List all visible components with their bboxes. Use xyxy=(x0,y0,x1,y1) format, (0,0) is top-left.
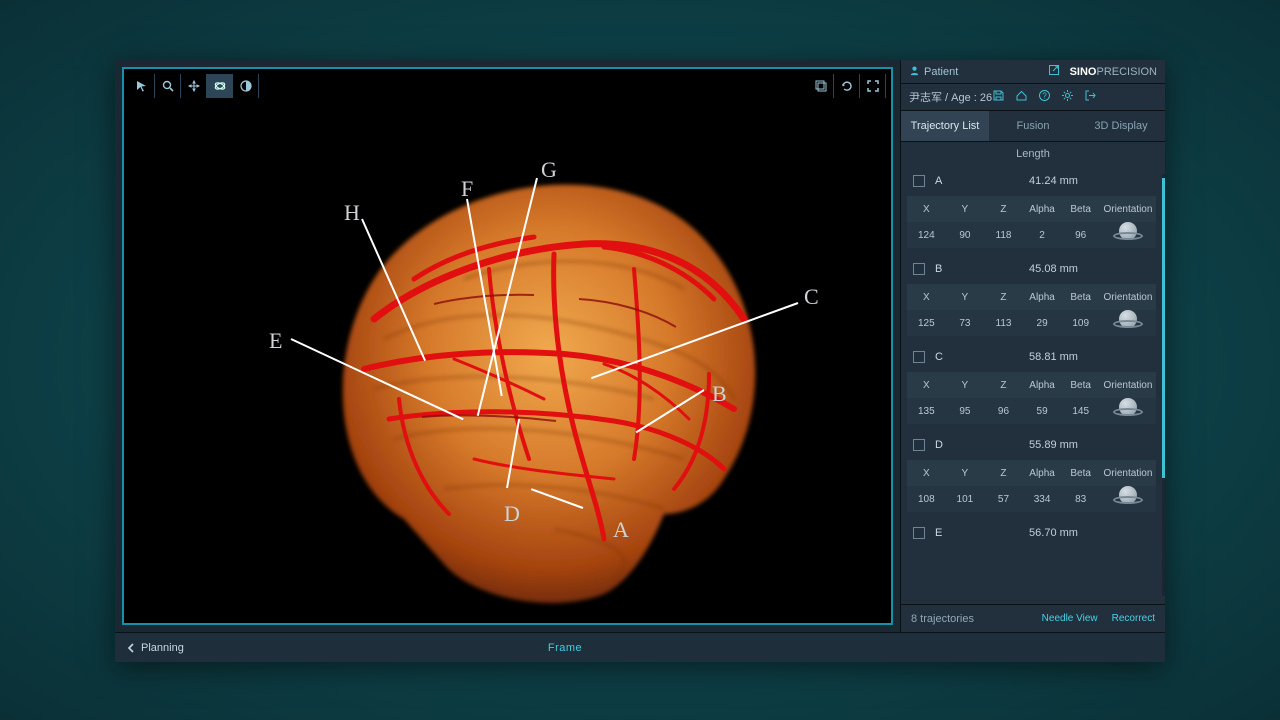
trajectory-id: C xyxy=(935,351,957,363)
trajectory-checkbox[interactable] xyxy=(913,439,925,451)
length-header: Length xyxy=(901,142,1165,166)
back-button[interactable]: Planning xyxy=(115,642,225,654)
trajectory-checkbox[interactable] xyxy=(913,263,925,275)
trajectory-count: 8 trajectories xyxy=(911,613,974,625)
patient-icon xyxy=(909,65,920,79)
bottom-bar: Planning Frame xyxy=(115,632,1165,662)
refresh-icon[interactable] xyxy=(834,74,860,98)
viewport-3d[interactable]: H F G E C B A D xyxy=(122,67,893,625)
orientation-icon[interactable] xyxy=(1113,396,1143,426)
brand-logo: SINOPRECISION xyxy=(1070,66,1157,78)
svg-text:?: ? xyxy=(1042,92,1047,101)
help-icon[interactable]: ? xyxy=(1038,89,1051,105)
recorrect-link[interactable]: Recorrect xyxy=(1112,613,1155,624)
trajectory-row[interactable]: B45.08 mmXYZAlphaBetaOrientation12573113… xyxy=(907,254,1156,336)
orientation-icon[interactable] xyxy=(1113,484,1143,514)
rotate-tool[interactable] xyxy=(207,74,233,98)
trajectory-row[interactable]: D55.89 mmXYZAlphaBetaOrientation10810157… xyxy=(907,430,1156,512)
lead-label-A: A xyxy=(613,517,629,543)
trajectory-length: 45.08 mm xyxy=(957,263,1150,275)
zoom-tool[interactable] xyxy=(155,74,181,98)
tab-fusion[interactable]: Fusion xyxy=(989,111,1077,141)
trajectory-checkbox[interactable] xyxy=(913,175,925,187)
lead-label-D: D xyxy=(504,501,520,527)
scrollbar[interactable] xyxy=(1162,174,1165,596)
trajectory-id: D xyxy=(935,439,957,451)
open-external-icon[interactable] xyxy=(1048,64,1060,79)
lead-label-E: E xyxy=(269,328,282,354)
trajectory-id: B xyxy=(935,263,957,275)
trajectory-checkbox[interactable] xyxy=(913,527,925,539)
needle-view-link[interactable]: Needle View xyxy=(1042,613,1098,624)
side-panel: Patient SINOPRECISION 尹志军 / Age : 26 ? xyxy=(900,60,1165,632)
trajectory-row[interactable]: A41.24 mmXYZAlphaBetaOrientation12490118… xyxy=(907,166,1156,248)
save-icon[interactable] xyxy=(992,89,1005,105)
trajectory-length: 56.70 mm xyxy=(957,527,1150,539)
exit-icon[interactable] xyxy=(1084,89,1097,105)
toolbar-right xyxy=(808,74,886,98)
trajectory-row[interactable]: C58.81 mmXYZAlphaBetaOrientation13595965… xyxy=(907,342,1156,424)
orientation-icon[interactable] xyxy=(1113,308,1143,338)
trajectory-length: 55.89 mm xyxy=(957,439,1150,451)
frame-label[interactable]: Frame xyxy=(225,642,905,654)
orientation-icon[interactable] xyxy=(1113,220,1143,250)
trajectory-length: 41.24 mm xyxy=(957,175,1150,187)
app-window: H F G E C B A D Patient SINOPRECISION 尹志军 / Age… xyxy=(115,60,1165,662)
patient-name-age: 尹志军 / Age : 26 xyxy=(909,89,992,105)
brain-render xyxy=(304,159,774,609)
chevron-left-icon xyxy=(127,643,135,653)
tabs: Trajectory ListFusion3D Display xyxy=(901,110,1165,142)
lead-label-H: H xyxy=(344,200,360,226)
contrast-tool[interactable] xyxy=(233,74,259,98)
tab-trajectory-list[interactable]: Trajectory List xyxy=(901,111,989,141)
lead-label-C: C xyxy=(804,284,819,310)
pan-tool[interactable] xyxy=(181,74,207,98)
trajectory-id: A xyxy=(935,175,957,187)
screenshot-icon[interactable] xyxy=(808,74,834,98)
lead-label-G: G xyxy=(541,157,557,183)
fullscreen-icon[interactable] xyxy=(860,74,886,98)
trajectory-row[interactable]: E56.70 mm xyxy=(907,518,1156,548)
patient-label: Patient xyxy=(924,66,958,78)
header-icon-group: ? xyxy=(992,89,1097,105)
trajectory-id: E xyxy=(935,527,957,539)
lead-label-F: F xyxy=(461,176,473,202)
home-icon[interactable] xyxy=(1015,89,1028,105)
trajectory-list[interactable]: A41.24 mmXYZAlphaBetaOrientation12490118… xyxy=(901,166,1165,604)
lead-label-B: B xyxy=(712,381,727,407)
trajectory-checkbox[interactable] xyxy=(913,351,925,363)
back-label: Planning xyxy=(141,642,184,654)
select-tool[interactable] xyxy=(129,74,155,98)
tab-3d-display[interactable]: 3D Display xyxy=(1077,111,1165,141)
settings-icon[interactable] xyxy=(1061,89,1074,105)
toolbar-left xyxy=(129,74,259,98)
trajectory-length: 58.81 mm xyxy=(957,351,1150,363)
